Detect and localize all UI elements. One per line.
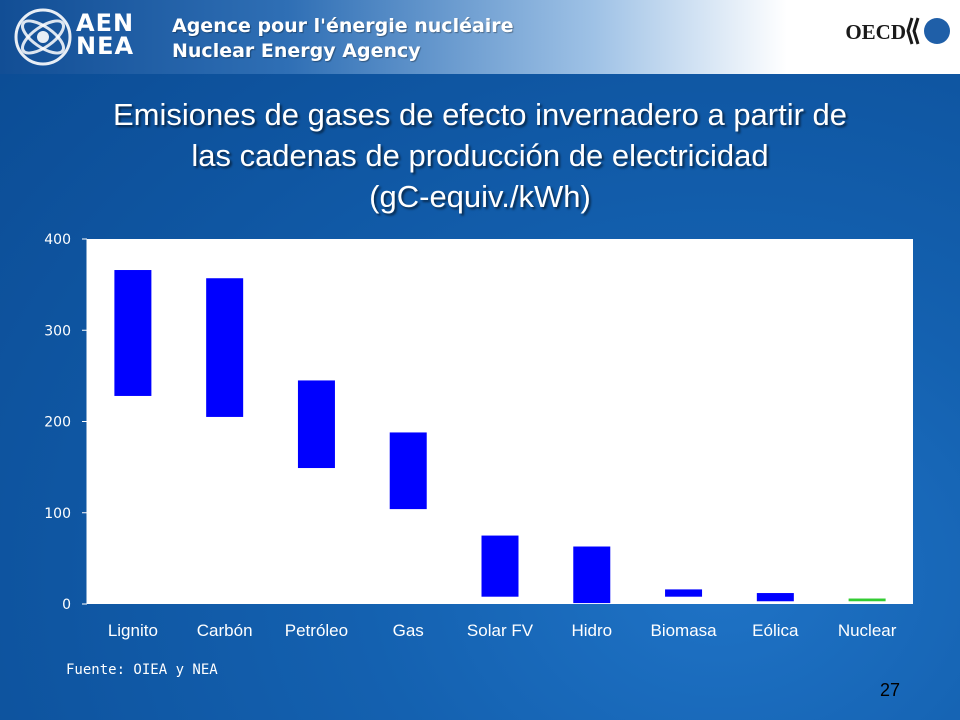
range-bars [114,270,886,604]
source-note: Fuente: OIEA y NEA [66,662,218,678]
x-tick-label: Lignito [108,621,158,640]
range-bar-carb-n [206,278,244,417]
y-tick-label: 200 [44,415,71,431]
range-bar-nuclear [848,598,886,602]
x-tick-label: Petróleo [285,621,348,640]
x-tick-label: Carbón [197,621,253,640]
x-tick-label: Hidro [571,621,612,640]
slide-title-line-1: Emisiones de gases de efecto invernadero… [112,97,848,132]
range-bar-petr-leo [297,380,335,469]
y-tick-label: 100 [44,506,71,522]
y-axis-ticks: 0 100 200 300 400 [44,232,87,613]
page-number: 27 [880,680,901,700]
oecd-logo-icon [906,17,950,45]
y-tick-label: 0 [62,597,71,613]
slide-title-line-3: (gC-equiv./kWh) [369,179,591,214]
x-tick-label: Eólica [752,621,799,640]
range-bar-gas [389,432,427,510]
range-bar-lignito [114,270,152,396]
aen-nea-logo-icon [14,8,72,66]
slide-title-line-2: las cadenas de producción de electricida… [191,138,769,173]
y-tick-label: 400 [44,232,71,248]
aen-nea-logo-text: AEN NEA [76,9,135,60]
x-tick-label: Nuclear [838,621,897,640]
x-tick-label: Gas [393,621,424,640]
range-bar-hidro [573,546,611,604]
x-tick-label: Biomasa [650,621,717,640]
range-bar-biomasa [665,589,703,597]
y-tick-label: 300 [44,323,71,339]
oecd-logo-text: OECD [845,20,906,44]
x-axis-labels: Lignito Carbón Petróleo Gas Solar FV Hidro Bio… [108,621,897,640]
range-bar-e-lica [756,593,794,602]
header-banner: AEN NEA Agence pour l'énergie nucléaire … [0,0,960,74]
range-bar-solar-fv [481,535,519,597]
org-name-english: Nuclear Energy Agency [172,40,421,62]
slide-title: Emisiones de gases de efecto invernadero… [0,94,960,217]
org-name-french: Agence pour l'énergie nucléaire [172,15,514,37]
x-tick-label: Solar FV [467,621,534,640]
